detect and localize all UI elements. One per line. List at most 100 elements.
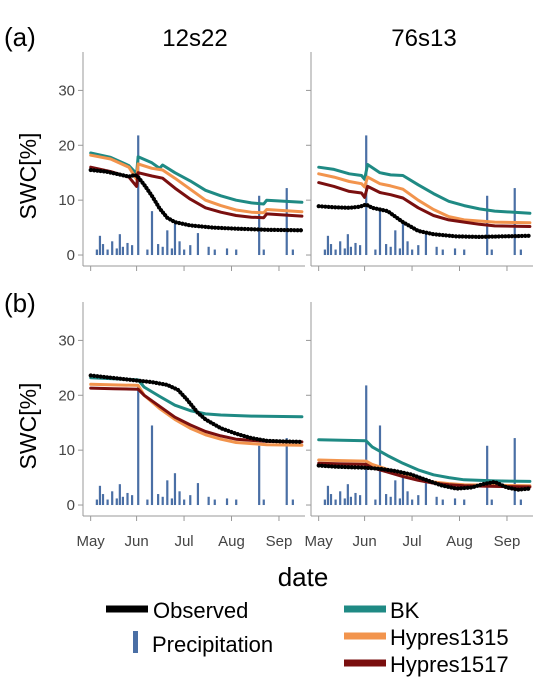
precipitation-bar [166, 480, 169, 506]
series-line-hypres1315 [89, 382, 304, 447]
precipitation-bar [95, 499, 98, 506]
precipitation-bar [463, 499, 466, 506]
precipitation-bar [401, 473, 405, 506]
precipitation-bar [95, 249, 98, 256]
precipitation-bar [354, 242, 357, 256]
legend-observed-label: Observed [153, 598, 248, 623]
precipitation-bar [207, 246, 210, 256]
y-tick-label: 30 [58, 82, 75, 99]
precipitation-bar [111, 491, 114, 506]
precipitation-bar [389, 246, 392, 256]
precipitation-bar [385, 494, 388, 506]
precipitation-bar [417, 245, 420, 256]
row-label-b: (b) [4, 288, 36, 318]
precipitation-bar [389, 496, 392, 506]
panel-b-12s22: 0 10 20 30 May Jun Jul Aug Sep [58, 302, 305, 550]
precipitation-bar [394, 480, 397, 506]
y-axis-label-a: SWC[%] [15, 133, 41, 220]
precipitation-bar [130, 495, 134, 506]
precipitation-bar [111, 241, 114, 256]
x-tick-label: Aug [218, 533, 245, 550]
precipitation-bar [189, 495, 192, 506]
precipitation-bar [150, 425, 154, 506]
series-line-hypres1517 [317, 461, 532, 489]
precipitation-bar [378, 425, 382, 506]
y-tick-label: 20 [58, 137, 75, 154]
series-line-observed [88, 373, 304, 444]
precipitation-bar [183, 499, 186, 506]
y-axis-label-b: SWC[%] [15, 383, 41, 470]
precipitation-bar [146, 249, 149, 256]
series-line-observed [88, 167, 304, 233]
precipitation-bar [358, 245, 362, 256]
series-line-hypres1315 [89, 153, 304, 215]
precipitation-bar [513, 438, 516, 506]
precipitation-bar [258, 445, 261, 506]
precipitation-bar [365, 385, 368, 506]
precipitation-bar [401, 223, 405, 256]
precipitation-bar [262, 499, 265, 506]
precipitation-bar [178, 491, 181, 506]
precipitation-bar [334, 499, 337, 506]
x-axis-label: date [278, 562, 329, 592]
precipitation-bar [329, 494, 333, 506]
x-tick-label: Sep [266, 533, 293, 550]
precipitation-bar [441, 499, 444, 506]
precipitation-bar [207, 496, 210, 506]
precipitation-bar [115, 498, 118, 506]
legend: Observed Precipitation BK Hypres1315 Hyp… [106, 598, 509, 677]
x-tick-label: Jul [402, 533, 421, 550]
series-line-bk [89, 151, 304, 206]
series-line-observed [316, 202, 532, 239]
precipitation-bar [166, 230, 169, 256]
precipitation-bar [173, 223, 177, 256]
precipitation-bar [326, 235, 330, 256]
precipitation-bar [262, 249, 265, 256]
precipitation-bar [354, 492, 357, 506]
precipitation-bar [150, 211, 154, 256]
precipitation-bar [398, 498, 401, 506]
x-tick-label: Jun [124, 533, 148, 550]
y-tick-label: 10 [58, 192, 75, 209]
precipitation-bar [490, 499, 493, 506]
precipitation-bar [235, 499, 238, 506]
precipitation-bar [98, 485, 102, 506]
precipitation-bar [146, 499, 149, 506]
precipitation-bar [398, 248, 401, 256]
x-tick-label: Jun [352, 533, 376, 550]
precipitation-bar [519, 249, 522, 256]
precipitation-bar [137, 135, 140, 256]
y-tick-label: 20 [58, 387, 75, 404]
precipitation-bar [490, 249, 493, 256]
precipitation-bar [486, 445, 489, 506]
precipitation-bar [346, 484, 349, 506]
series-line-hypres1517 [89, 165, 304, 220]
precipitation-bar [213, 499, 216, 506]
precipitation-bar [453, 498, 457, 506]
precipitation-bar [196, 233, 200, 256]
precipitation-bar [101, 494, 105, 506]
precipitation-bar [323, 499, 326, 506]
precipitation-bar [118, 234, 121, 256]
precipitation-bar [406, 491, 409, 506]
x-tick-label: May [76, 533, 105, 550]
precipitation-bar [291, 249, 294, 256]
precipitation-bar [374, 499, 377, 506]
panel-a-12s22: 0 10 20 30 [58, 52, 305, 271]
precipitation-bar [417, 495, 420, 506]
precipitation-bar [343, 498, 346, 506]
precipitation-bar [235, 249, 238, 256]
precipitation-bar [130, 245, 134, 256]
precipitation-bar [385, 244, 388, 256]
legend-hypres1517-label: Hypres1517 [390, 652, 509, 677]
precipitation-bar [406, 241, 409, 256]
y-tick-label: 0 [67, 247, 75, 264]
y-tick-label: 0 [67, 497, 75, 514]
legend-hypres1315-label: Hypres1315 [390, 625, 509, 650]
precipitation-bar [519, 499, 522, 506]
precipitation-bar [374, 249, 377, 256]
precipitation-bar [183, 249, 186, 256]
precipitation-bar [285, 188, 288, 256]
precipitation-bar [115, 248, 118, 256]
